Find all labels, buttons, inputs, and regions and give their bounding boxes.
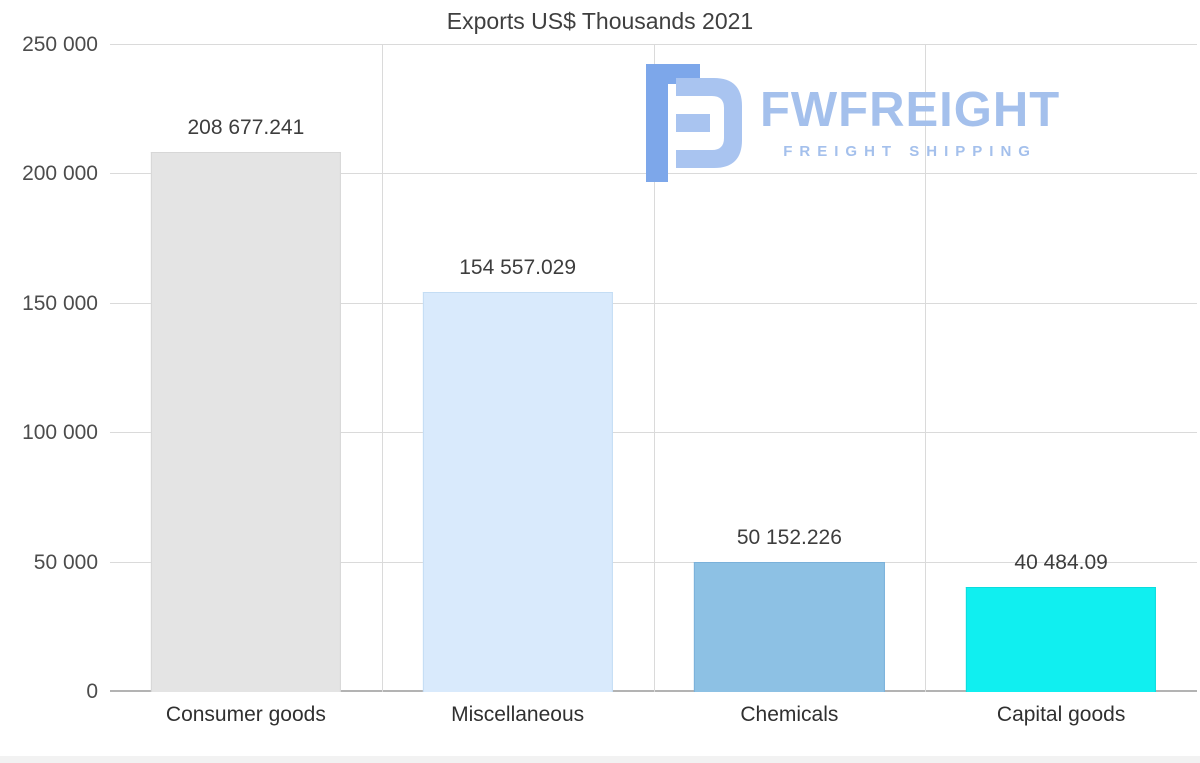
y-tick-label: 0 [86, 680, 98, 703]
bar-miscellaneous [422, 292, 613, 692]
bar-column-consumer-goods: 208 677.241 [110, 45, 382, 692]
plot-area: 208 677.241 154 557.029 50 152.226 40 484.0… [110, 44, 1197, 692]
chart-title: Exports US$ Thousands 2021 [446, 8, 754, 34]
bar-value-label-capital-goods: 40 484.09 [1014, 551, 1108, 575]
v-gridline [925, 45, 927, 692]
bar-column-miscellaneous: 154 557.029 [382, 45, 654, 692]
x-axis: Consumer goods Miscellaneous Chemicals Capi… [110, 703, 1197, 727]
y-tick-label: 150 000 [22, 291, 98, 315]
x-category-label-chemicals: Chemicals [740, 703, 839, 726]
x-category-label-consumer-goods: Consumer goods [165, 703, 326, 726]
bar-column-capital-goods: 40 484.09 [925, 45, 1197, 692]
bar-value-label-chemicals: 50 152.226 [736, 526, 842, 550]
bar-consumer-goods [150, 151, 341, 692]
bar-value-label-miscellaneous: 154 557.029 [459, 256, 577, 280]
x-category-label-miscellaneous: Miscellaneous [451, 703, 585, 726]
bar-column-chemicals: 50 152.226 [654, 45, 926, 692]
v-gridline [381, 45, 383, 692]
v-gridline [653, 45, 655, 692]
y-tick-label: 250 000 [22, 33, 98, 56]
h-gridline [110, 44, 1197, 45]
y-tick-label: 200 000 [22, 162, 98, 186]
y-axis: 0 50 000 100 000 150 000 200 000 250 000 [0, 33, 104, 703]
y-tick-label: 100 000 [22, 421, 98, 445]
bar-chemicals [694, 562, 885, 692]
bottom-edge [0, 756, 1200, 763]
bar-capital-goods [966, 587, 1157, 692]
bar-value-label-consumer-goods: 208 677.241 [187, 115, 305, 139]
x-category-label-capital-goods: Capital goods [996, 703, 1126, 726]
y-tick-label: 50 000 [33, 550, 98, 574]
